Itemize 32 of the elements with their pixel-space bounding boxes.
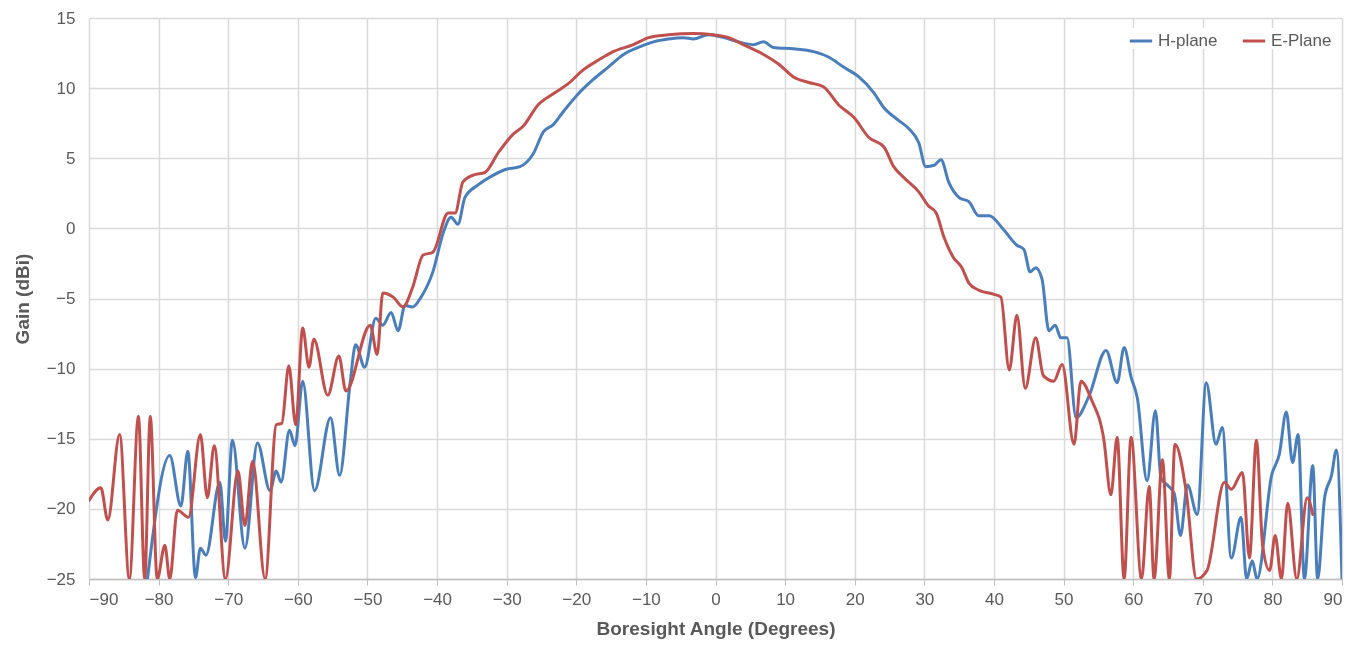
y-tick-label: 15	[56, 8, 76, 28]
x-tick-label: 10	[776, 589, 796, 609]
y-tick-label: −5	[56, 289, 76, 308]
x-tick-label: 70	[1193, 589, 1213, 609]
x-tick-label: 0	[711, 589, 721, 609]
x-tick-label: 40	[984, 589, 1004, 609]
x-tick-label: −80	[144, 589, 174, 609]
y-tick-label: −15	[46, 429, 76, 449]
y-axis-title: Gain (dBi)	[11, 253, 33, 345]
x-tick-label: 80	[1263, 589, 1283, 609]
y-tick-label: 5	[66, 148, 76, 168]
x-tick-label: 20	[845, 589, 865, 609]
y-tick-label: 10	[56, 78, 76, 98]
x-tick-label: 30	[915, 589, 935, 609]
x-tick-label: −40	[423, 589, 452, 609]
y-tick-label: −10	[46, 359, 76, 379]
x-tick-label: −70	[214, 589, 244, 609]
x-tick-label: 50	[1054, 589, 1074, 609]
x-tick-label: 60	[1124, 589, 1144, 609]
x-tick-label: −20	[562, 589, 592, 609]
y-tick-label: −25	[46, 569, 76, 589]
legend-label: E-Plane	[1271, 31, 1332, 50]
x-tick-label: −60	[283, 589, 313, 609]
legend-label: H-plane	[1158, 31, 1218, 50]
y-tick-label: 0	[66, 218, 76, 238]
x-tick-label: −10	[631, 589, 661, 609]
x-tick-label: −30	[492, 589, 522, 609]
x-tick-label: −50	[353, 589, 383, 609]
x-tick-label: 90	[1323, 589, 1343, 609]
x-axis-title: Boresight Angle (Degrees)	[596, 617, 836, 639]
x-tick-label: −90	[89, 589, 119, 609]
y-tick-label: −20	[46, 499, 76, 519]
